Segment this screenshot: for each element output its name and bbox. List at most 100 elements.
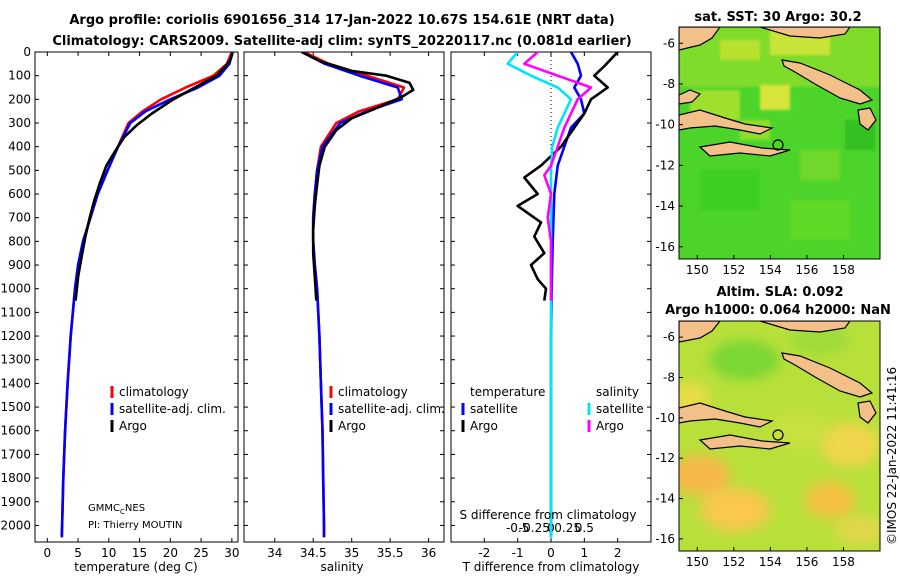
series-line-t-argo bbox=[516, 52, 619, 301]
series-line-t-satellite bbox=[549, 52, 586, 538]
lat-tick-label: -16 bbox=[655, 240, 675, 254]
x-tick-label: 15 bbox=[132, 546, 147, 560]
temperature-ticks: 0 5 10 15 20 25 30 bbox=[43, 52, 239, 560]
depth-tick-label: 900 bbox=[8, 258, 31, 272]
title-line2: Climatology: CARS2009. Satellite-adj cli… bbox=[52, 34, 631, 49]
x-tick-label: 2 bbox=[614, 546, 622, 560]
series-line-climatology bbox=[303, 52, 406, 538]
depth-tick-label: 1900 bbox=[0, 495, 31, 509]
depth-tick-label: 2000 bbox=[0, 518, 31, 532]
depth-tick-label: 1100 bbox=[0, 305, 31, 319]
depth-tick-label: 200 bbox=[8, 92, 31, 106]
legend-sat: satellite-adj. clim. bbox=[119, 402, 226, 416]
difference-legend: temperature salinity satellite Argo sate… bbox=[461, 385, 644, 433]
salinity-axes bbox=[243, 51, 445, 543]
depth-tick-label: 700 bbox=[8, 211, 31, 225]
depth-tick-label: 300 bbox=[8, 116, 31, 130]
salinity-xlabel: salinity bbox=[320, 560, 363, 574]
lat-tick-label: -14 bbox=[655, 492, 675, 506]
depth-tick-label: 1500 bbox=[0, 400, 31, 414]
salinity-legend: climatology satellite-adj. clim. Argo bbox=[329, 385, 445, 433]
sst-map-ticks: 150 152 154 156 158 -6 -8 -10 -12 -14 -16 bbox=[655, 36, 855, 277]
depth-tick-label: 1400 bbox=[0, 376, 31, 390]
top-tick-label: -0.25 bbox=[519, 521, 550, 535]
top-tick-label: -0.5 bbox=[506, 521, 529, 535]
legend-s-sat: satellite bbox=[596, 402, 644, 416]
legend-t-sat: satellite bbox=[470, 402, 518, 416]
salinity-ticks: 34 34.5 35 35.5 36 bbox=[267, 52, 436, 560]
top-tick-label: 0.25 bbox=[554, 521, 581, 535]
series-line-argo bbox=[74, 52, 234, 301]
temperature-legend: climatology satellite-adj. clim. Argo bbox=[110, 385, 226, 433]
legend-climatology: climatology bbox=[119, 385, 189, 399]
lat-tick-label: -10 bbox=[655, 411, 675, 425]
lat-tick-label: -14 bbox=[655, 199, 675, 213]
lat-tick-label: -16 bbox=[655, 532, 675, 546]
legend-t-argo: Argo bbox=[470, 419, 498, 433]
title-line1: Argo profile: coriolis 6901656_314 17-Ja… bbox=[69, 13, 614, 28]
x-tick-label: 35.5 bbox=[377, 546, 404, 560]
x-tick-label: 1 bbox=[581, 546, 589, 560]
top-tick-label: 0.5 bbox=[575, 521, 594, 535]
depth-tick-label: 100 bbox=[8, 69, 31, 83]
temperature-xlabel: temperature (deg C) bbox=[74, 560, 197, 574]
difference-top-label: S difference from climatology bbox=[460, 508, 637, 522]
lon-tick-label: 158 bbox=[832, 263, 855, 277]
lon-tick-label: 156 bbox=[795, 555, 818, 569]
depth-tick-label: 0 bbox=[23, 45, 31, 59]
lon-tick-label: 158 bbox=[832, 555, 855, 569]
sst-title: sat. SST: 30 Argo: 30.2 bbox=[694, 10, 861, 25]
sla-title1: Altim. SLA: 0.092 bbox=[717, 285, 844, 300]
legend-climatology: climatology bbox=[338, 385, 408, 399]
salinity-lines bbox=[301, 52, 415, 538]
depth-tick-label: 500 bbox=[8, 163, 31, 177]
x-tick-label: 25 bbox=[193, 546, 208, 560]
series-line-argo bbox=[301, 52, 415, 301]
depth-tick-label: 1200 bbox=[0, 329, 31, 343]
depth-ticks: 0 100 200 300 400 500 600 700 800 900 1000 1100 1200… bbox=[0, 45, 651, 532]
difference-lines bbox=[506, 52, 619, 538]
series-line-s-satellite bbox=[506, 52, 573, 538]
lon-tick-label: 156 bbox=[795, 263, 818, 277]
lon-tick-label: 150 bbox=[686, 263, 709, 277]
lat-tick-label: -12 bbox=[655, 158, 675, 172]
sst-map bbox=[678, 26, 881, 260]
sla-map-ticks: 150 152 154 156 158 -6 -8 -10 -12 -14 -16 bbox=[655, 330, 855, 569]
x-tick-label: 0 bbox=[547, 546, 555, 560]
lat-tick-label: -10 bbox=[655, 118, 675, 132]
x-tick-label: 36 bbox=[421, 546, 436, 560]
x-tick-label: 34.5 bbox=[300, 546, 327, 560]
x-tick-label: 30 bbox=[224, 546, 239, 560]
lon-tick-label: 152 bbox=[722, 263, 745, 277]
lon-tick-label: 152 bbox=[722, 555, 745, 569]
lon-tick-label: 150 bbox=[686, 555, 709, 569]
sla-map bbox=[678, 320, 881, 552]
depth-tick-label: 1700 bbox=[0, 447, 31, 461]
series-line-satellite-adj-clim- bbox=[60, 52, 234, 538]
legend-sat: satellite-adj. clim. bbox=[338, 402, 445, 416]
credit-line1: GMMCCNES bbox=[88, 503, 145, 516]
lat-tick-label: -12 bbox=[655, 451, 675, 465]
temperature-lines bbox=[60, 52, 234, 538]
difference-xlabel: T difference from climatology bbox=[462, 560, 640, 574]
depth-tick-label: 400 bbox=[8, 140, 31, 154]
credit-line2: PI: Thierry MOUTIN bbox=[88, 520, 182, 531]
x-tick-label: 34 bbox=[267, 546, 282, 560]
legend-salinity-title: salinity bbox=[596, 385, 639, 399]
legend-argo: Argo bbox=[119, 419, 147, 433]
argo-position-marker bbox=[772, 139, 784, 151]
lat-tick-label: -6 bbox=[663, 36, 675, 50]
depth-tick-label: 800 bbox=[8, 234, 31, 248]
depth-tick-label: 1000 bbox=[0, 282, 31, 296]
x-tick-label: -2 bbox=[478, 546, 490, 560]
depth-tick-label: 1600 bbox=[0, 424, 31, 438]
x-tick-label: -1 bbox=[512, 546, 524, 560]
x-tick-label: 20 bbox=[163, 546, 178, 560]
temperature-axes bbox=[34, 51, 239, 543]
depth-tick-label: 600 bbox=[8, 187, 31, 201]
legend-s-argo: Argo bbox=[596, 419, 624, 433]
argo-position-marker bbox=[772, 429, 784, 441]
x-tick-label: 5 bbox=[74, 546, 82, 560]
imos-stamp: ©IMOS 22-Jan-2022 11:41:16 bbox=[885, 367, 899, 545]
depth-tick-label: 1800 bbox=[0, 471, 31, 485]
